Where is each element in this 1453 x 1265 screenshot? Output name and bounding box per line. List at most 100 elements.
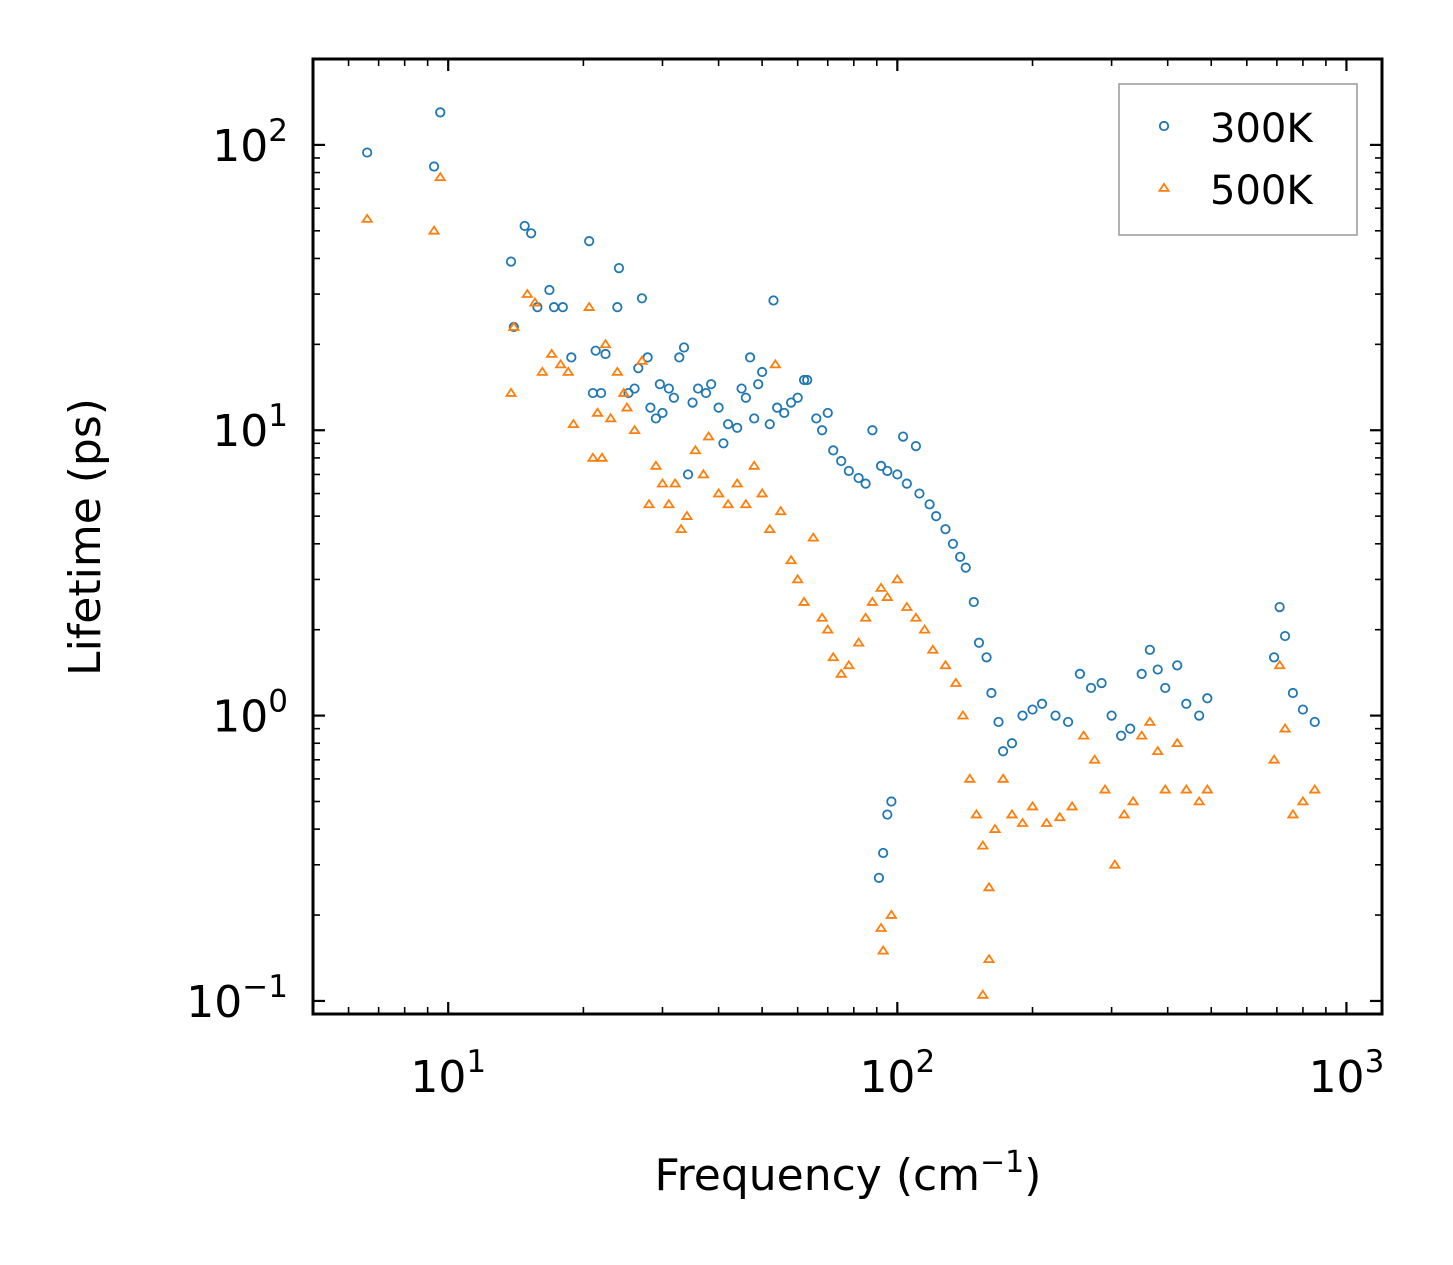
point-500k — [528, 296, 542, 307]
point-300k — [1172, 660, 1183, 671]
point-500k — [874, 922, 888, 932]
point-300k — [736, 383, 747, 394]
point-300k — [526, 228, 537, 239]
point-500k — [769, 358, 782, 369]
point-300k — [940, 524, 951, 535]
point-500k — [1135, 729, 1148, 740]
point-500k — [1143, 716, 1157, 726]
x-tick-label-exponent: 3 — [1365, 1044, 1385, 1080]
y-tick-label: 100 — [212, 684, 288, 743]
point-500k — [620, 401, 634, 412]
point-300k — [519, 220, 530, 232]
point-300k — [822, 407, 833, 419]
point-300k — [1309, 716, 1320, 728]
point-300k — [548, 302, 560, 313]
point-300k — [798, 374, 810, 386]
point-500k — [963, 773, 977, 783]
point-300k — [1144, 644, 1155, 655]
point-500k — [807, 531, 820, 542]
point-500k — [591, 407, 604, 417]
y-tick-label-exponent: −1 — [242, 969, 288, 1005]
point-500k — [635, 355, 649, 365]
point-300k — [663, 383, 674, 394]
point-500k — [1040, 817, 1053, 827]
point-300k — [960, 562, 971, 573]
point-500k — [949, 677, 963, 687]
point-500k — [834, 668, 848, 678]
point-300k — [636, 293, 648, 304]
point-500k — [656, 477, 669, 488]
point-500k — [874, 582, 888, 592]
point-300k — [1152, 664, 1163, 675]
point-300k — [901, 478, 912, 489]
point-300k — [682, 469, 694, 480]
point-300k — [1287, 687, 1299, 699]
point-500k — [1053, 811, 1067, 822]
point-300k — [772, 402, 783, 413]
point-300k — [1062, 716, 1074, 728]
point-300k — [768, 295, 779, 306]
y-tick-label-base: 10 — [186, 977, 242, 1028]
point-500k — [595, 452, 609, 462]
point-500k — [521, 288, 534, 298]
point-300k — [657, 407, 668, 419]
point-300k — [897, 431, 909, 442]
point-300k — [544, 284, 555, 296]
point-300k — [587, 387, 599, 399]
point-300k — [968, 596, 979, 608]
point-300k — [873, 872, 885, 883]
point-300k — [1017, 710, 1028, 721]
point-300k — [764, 419, 775, 430]
point-300k — [1106, 710, 1117, 721]
point-300k — [947, 538, 959, 549]
x-tick-label: 101 — [410, 1044, 486, 1103]
point-500k — [774, 505, 787, 516]
point-300k — [505, 256, 517, 267]
point-500k — [712, 487, 725, 498]
y-tick-label-exponent: 2 — [268, 113, 288, 149]
legend-marker-500k — [1157, 182, 1171, 192]
legend-marker-300k — [1158, 120, 1170, 132]
point-300k — [718, 438, 729, 449]
x-tick-label-base: 10 — [1309, 1052, 1365, 1103]
point-500k — [628, 424, 641, 435]
y-axis-label: Lifetime (ps) — [60, 398, 111, 676]
point-500k — [433, 171, 447, 182]
legend-box — [1118, 83, 1358, 236]
point-300k — [645, 402, 656, 413]
point-300k — [654, 379, 665, 390]
point-500k — [680, 510, 694, 520]
point-500k — [970, 808, 983, 819]
point-500k — [1005, 808, 1019, 819]
point-300k — [1202, 693, 1213, 704]
point-300k — [732, 422, 743, 433]
point-500k — [1180, 783, 1193, 794]
point-500k — [956, 709, 970, 720]
point-500k — [1088, 754, 1101, 764]
point-500k — [702, 430, 715, 441]
point-500k — [755, 487, 769, 498]
point-300k — [1027, 704, 1038, 715]
point-300k — [749, 413, 760, 424]
point-500k — [988, 823, 1002, 833]
legend: 300K 500K — [1118, 83, 1358, 236]
point-500k — [885, 909, 898, 919]
point-300k — [532, 302, 543, 313]
point-500k — [852, 636, 865, 647]
point-500k — [791, 573, 804, 584]
point-300k — [1136, 668, 1147, 679]
legend-label-300k: 300K — [1210, 106, 1314, 152]
point-300k — [435, 107, 446, 118]
point-300k — [914, 488, 925, 499]
point-300k — [1036, 698, 1048, 709]
point-300k — [678, 342, 690, 353]
point-300k — [785, 397, 797, 408]
point-500k — [821, 623, 835, 634]
point-300k — [668, 392, 679, 403]
point-500k — [842, 659, 856, 670]
point-300k — [853, 472, 864, 484]
point-300k — [1085, 682, 1097, 694]
point-500k — [976, 989, 990, 999]
point-500k — [1286, 808, 1300, 819]
